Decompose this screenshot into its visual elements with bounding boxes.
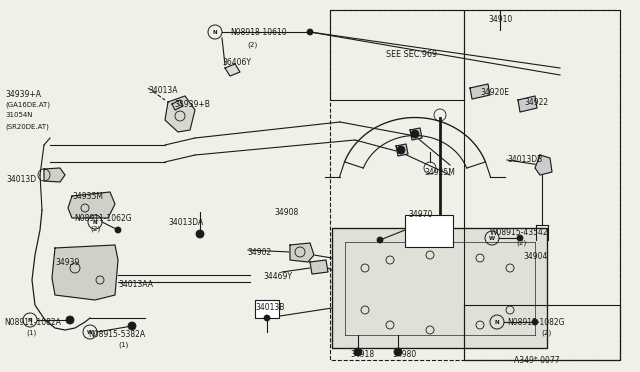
Polygon shape <box>44 168 65 182</box>
Text: 34469Y: 34469Y <box>263 272 292 281</box>
Text: 34013DB: 34013DB <box>507 155 542 164</box>
Bar <box>255 300 279 318</box>
Text: N: N <box>495 320 499 324</box>
Text: 34925M: 34925M <box>424 168 455 177</box>
Text: 34910: 34910 <box>488 15 512 24</box>
Polygon shape <box>165 96 195 132</box>
Circle shape <box>411 130 419 138</box>
Circle shape <box>354 348 362 356</box>
Polygon shape <box>68 192 115 218</box>
Text: 34939+A: 34939+A <box>5 90 41 99</box>
Text: 34902: 34902 <box>247 248 271 257</box>
Text: 34904: 34904 <box>523 252 547 261</box>
Circle shape <box>128 322 136 330</box>
Bar <box>405 215 453 247</box>
Polygon shape <box>518 96 537 112</box>
Circle shape <box>307 29 313 35</box>
Bar <box>332 228 547 348</box>
Text: (2): (2) <box>541 330 551 337</box>
Text: N08915-5382A: N08915-5382A <box>88 330 145 339</box>
Text: N08911-1062G: N08911-1062G <box>74 214 132 223</box>
Text: (2): (2) <box>247 42 257 48</box>
Circle shape <box>532 319 538 325</box>
Text: N: N <box>93 219 97 224</box>
Circle shape <box>377 237 383 243</box>
Bar <box>330 10 464 100</box>
Circle shape <box>394 348 402 356</box>
Polygon shape <box>535 155 552 175</box>
Polygon shape <box>172 100 183 110</box>
Text: 34013AA: 34013AA <box>118 280 153 289</box>
Text: 34970: 34970 <box>408 210 433 219</box>
Text: 34980: 34980 <box>392 350 416 359</box>
Polygon shape <box>225 64 240 76</box>
Text: (1): (1) <box>118 342 128 349</box>
Text: 34922: 34922 <box>524 98 548 107</box>
Circle shape <box>397 146 405 154</box>
Text: (2): (2) <box>90 225 100 231</box>
Text: N08918-10610: N08918-10610 <box>230 28 287 37</box>
Circle shape <box>264 315 270 321</box>
Text: 31054N: 31054N <box>5 112 33 118</box>
Text: (2): (2) <box>516 239 526 246</box>
Polygon shape <box>396 144 408 156</box>
Text: 34939: 34939 <box>55 258 79 267</box>
Text: N08911-1082G: N08911-1082G <box>507 318 564 327</box>
Text: 34935M: 34935M <box>72 192 103 201</box>
Text: 34918: 34918 <box>350 350 374 359</box>
Polygon shape <box>470 84 490 99</box>
Text: N: N <box>212 29 218 35</box>
Text: 36406Y: 36406Y <box>222 58 251 67</box>
Text: (1): (1) <box>26 330 36 337</box>
Text: 34908: 34908 <box>274 208 298 217</box>
Text: W: W <box>489 235 495 241</box>
Text: N: N <box>28 317 32 323</box>
Polygon shape <box>290 243 314 262</box>
Text: SEE SEC.969: SEE SEC.969 <box>386 50 437 59</box>
Text: A349* 0077: A349* 0077 <box>514 356 559 365</box>
Bar <box>464 10 620 360</box>
Circle shape <box>196 230 204 238</box>
Text: 34013B: 34013B <box>255 303 284 312</box>
Text: 34013DA: 34013DA <box>168 218 204 227</box>
Text: 34939+B: 34939+B <box>174 100 210 109</box>
Bar <box>464 305 620 360</box>
Polygon shape <box>310 260 328 274</box>
Text: 34920E: 34920E <box>480 88 509 97</box>
Polygon shape <box>410 128 422 140</box>
Text: W: W <box>87 330 93 334</box>
Text: W08915-43542: W08915-43542 <box>490 228 548 237</box>
Bar <box>330 10 620 360</box>
Circle shape <box>66 316 74 324</box>
Text: 34013D: 34013D <box>6 175 36 184</box>
Circle shape <box>517 235 523 241</box>
Text: 34013A: 34013A <box>148 86 177 95</box>
Circle shape <box>115 227 121 233</box>
Text: (GA16DE.AT): (GA16DE.AT) <box>5 101 50 108</box>
Text: N08911-1082A: N08911-1082A <box>4 318 61 327</box>
Polygon shape <box>52 245 118 300</box>
Text: (SR20DE.AT): (SR20DE.AT) <box>5 123 49 129</box>
